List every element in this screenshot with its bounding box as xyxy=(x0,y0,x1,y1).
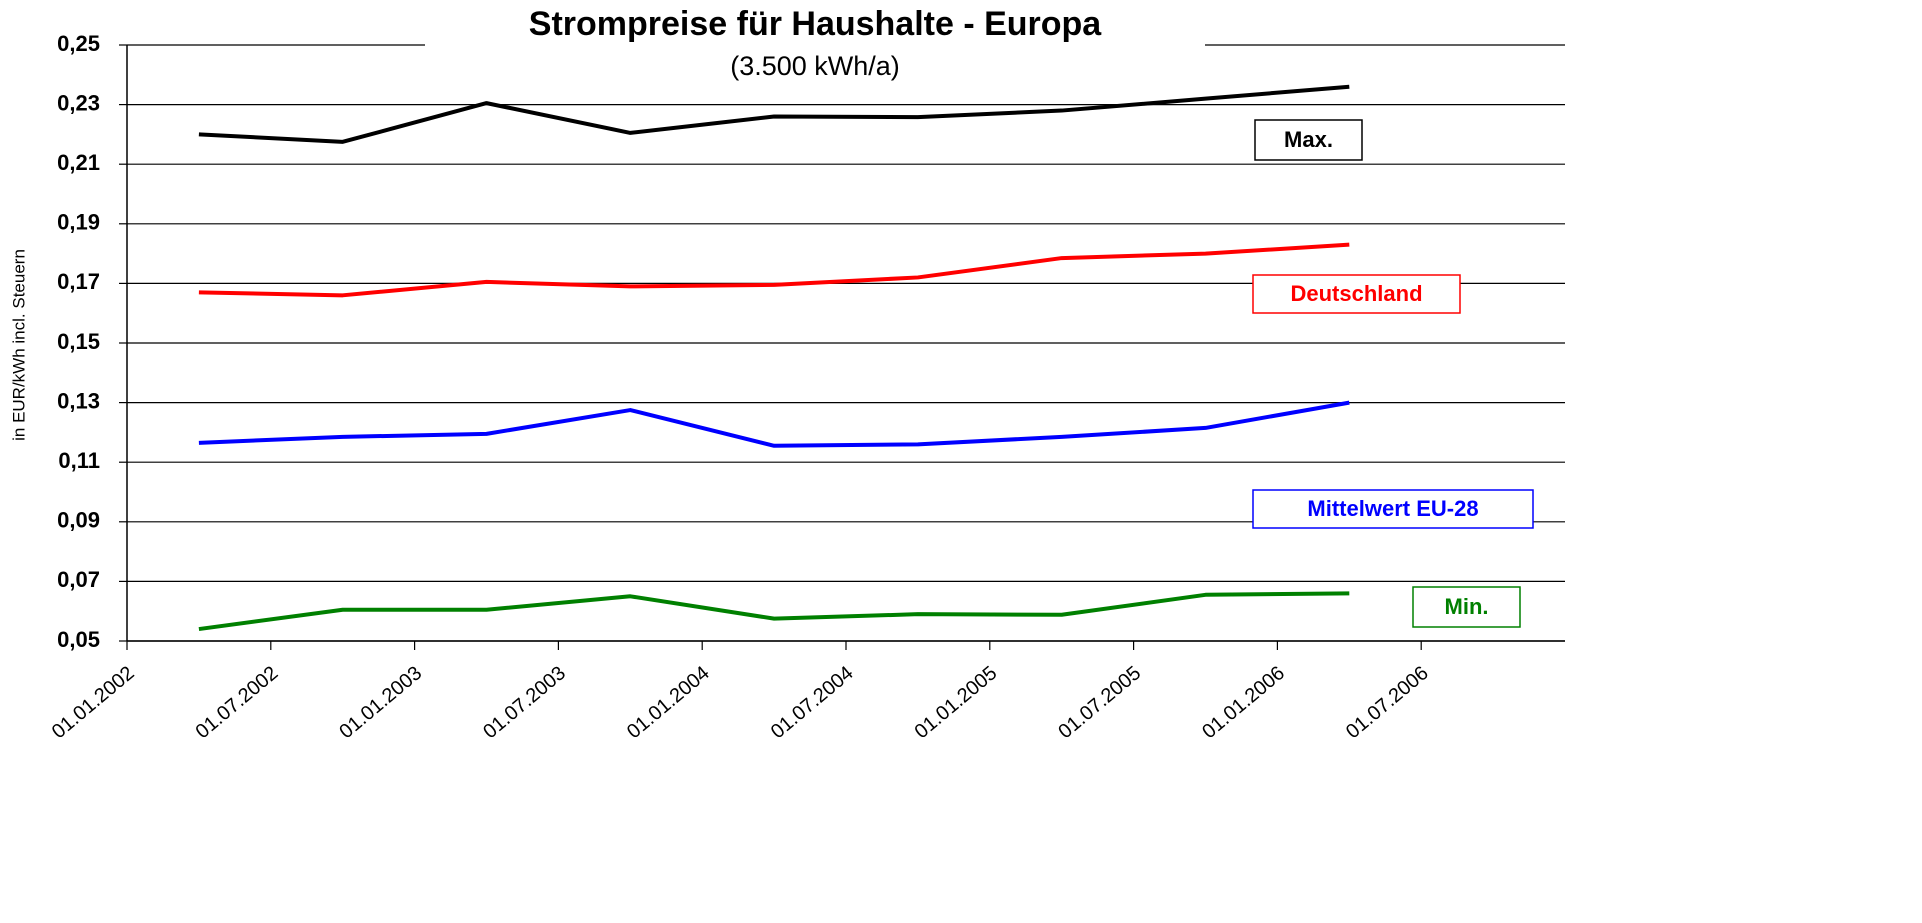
legend-label: Deutschland xyxy=(1290,281,1422,306)
legend-box xyxy=(1254,119,1363,161)
x-tick-label: 01.01.2005 xyxy=(911,662,1002,743)
y-tick-label: 0,17 xyxy=(57,269,100,294)
x-tick-label: 01.01.2004 xyxy=(623,662,714,743)
y-axis-label: in EUR/kWh incl. Steuern xyxy=(9,249,28,441)
legend-label: Min. xyxy=(1445,594,1489,619)
x-tick-label: 01.07.2006 xyxy=(1342,662,1433,743)
x-tick-label: 01.07.2003 xyxy=(479,662,570,743)
y-tick-label: 0,13 xyxy=(57,388,100,413)
legend-box xyxy=(1252,274,1461,314)
y-tick-label: 0,05 xyxy=(57,627,100,652)
y-tick-label: 0,25 xyxy=(57,31,100,56)
y-tick-label: 0,19 xyxy=(57,210,100,235)
x-tick-label: 01.01.2006 xyxy=(1198,662,1289,743)
legend-box xyxy=(1412,586,1521,628)
x-tick-label: 01.01.2003 xyxy=(335,662,426,743)
y-tick-label: 0,11 xyxy=(58,448,100,473)
y-tick-label: 0,23 xyxy=(57,90,100,115)
legend-label: Max. xyxy=(1284,127,1333,152)
x-tick-label: 01.01.2002 xyxy=(48,662,139,743)
title-background xyxy=(425,5,1205,65)
x-tick-label: 01.07.2005 xyxy=(1054,662,1145,743)
legend-label: Mittelwert EU-28 xyxy=(1307,496,1478,521)
x-tick-label: 01.07.2004 xyxy=(767,662,858,743)
series-line xyxy=(198,400,1350,448)
x-tick-label: 01.07.2002 xyxy=(192,662,283,743)
chart-title: Strompreise für Haushalte - Europa xyxy=(529,5,1103,43)
series-line xyxy=(198,591,1350,632)
y-tick-label: 0,15 xyxy=(57,329,100,354)
y-tick-label: 0,07 xyxy=(57,567,100,592)
y-tick-label: 0,09 xyxy=(57,508,100,533)
y-tick-label: 0,21 xyxy=(57,150,100,175)
legend-box xyxy=(1252,489,1534,529)
series-line xyxy=(198,242,1350,298)
chart-subtitle: (3.500 kWh/a) xyxy=(730,51,900,81)
series-line xyxy=(198,84,1350,144)
